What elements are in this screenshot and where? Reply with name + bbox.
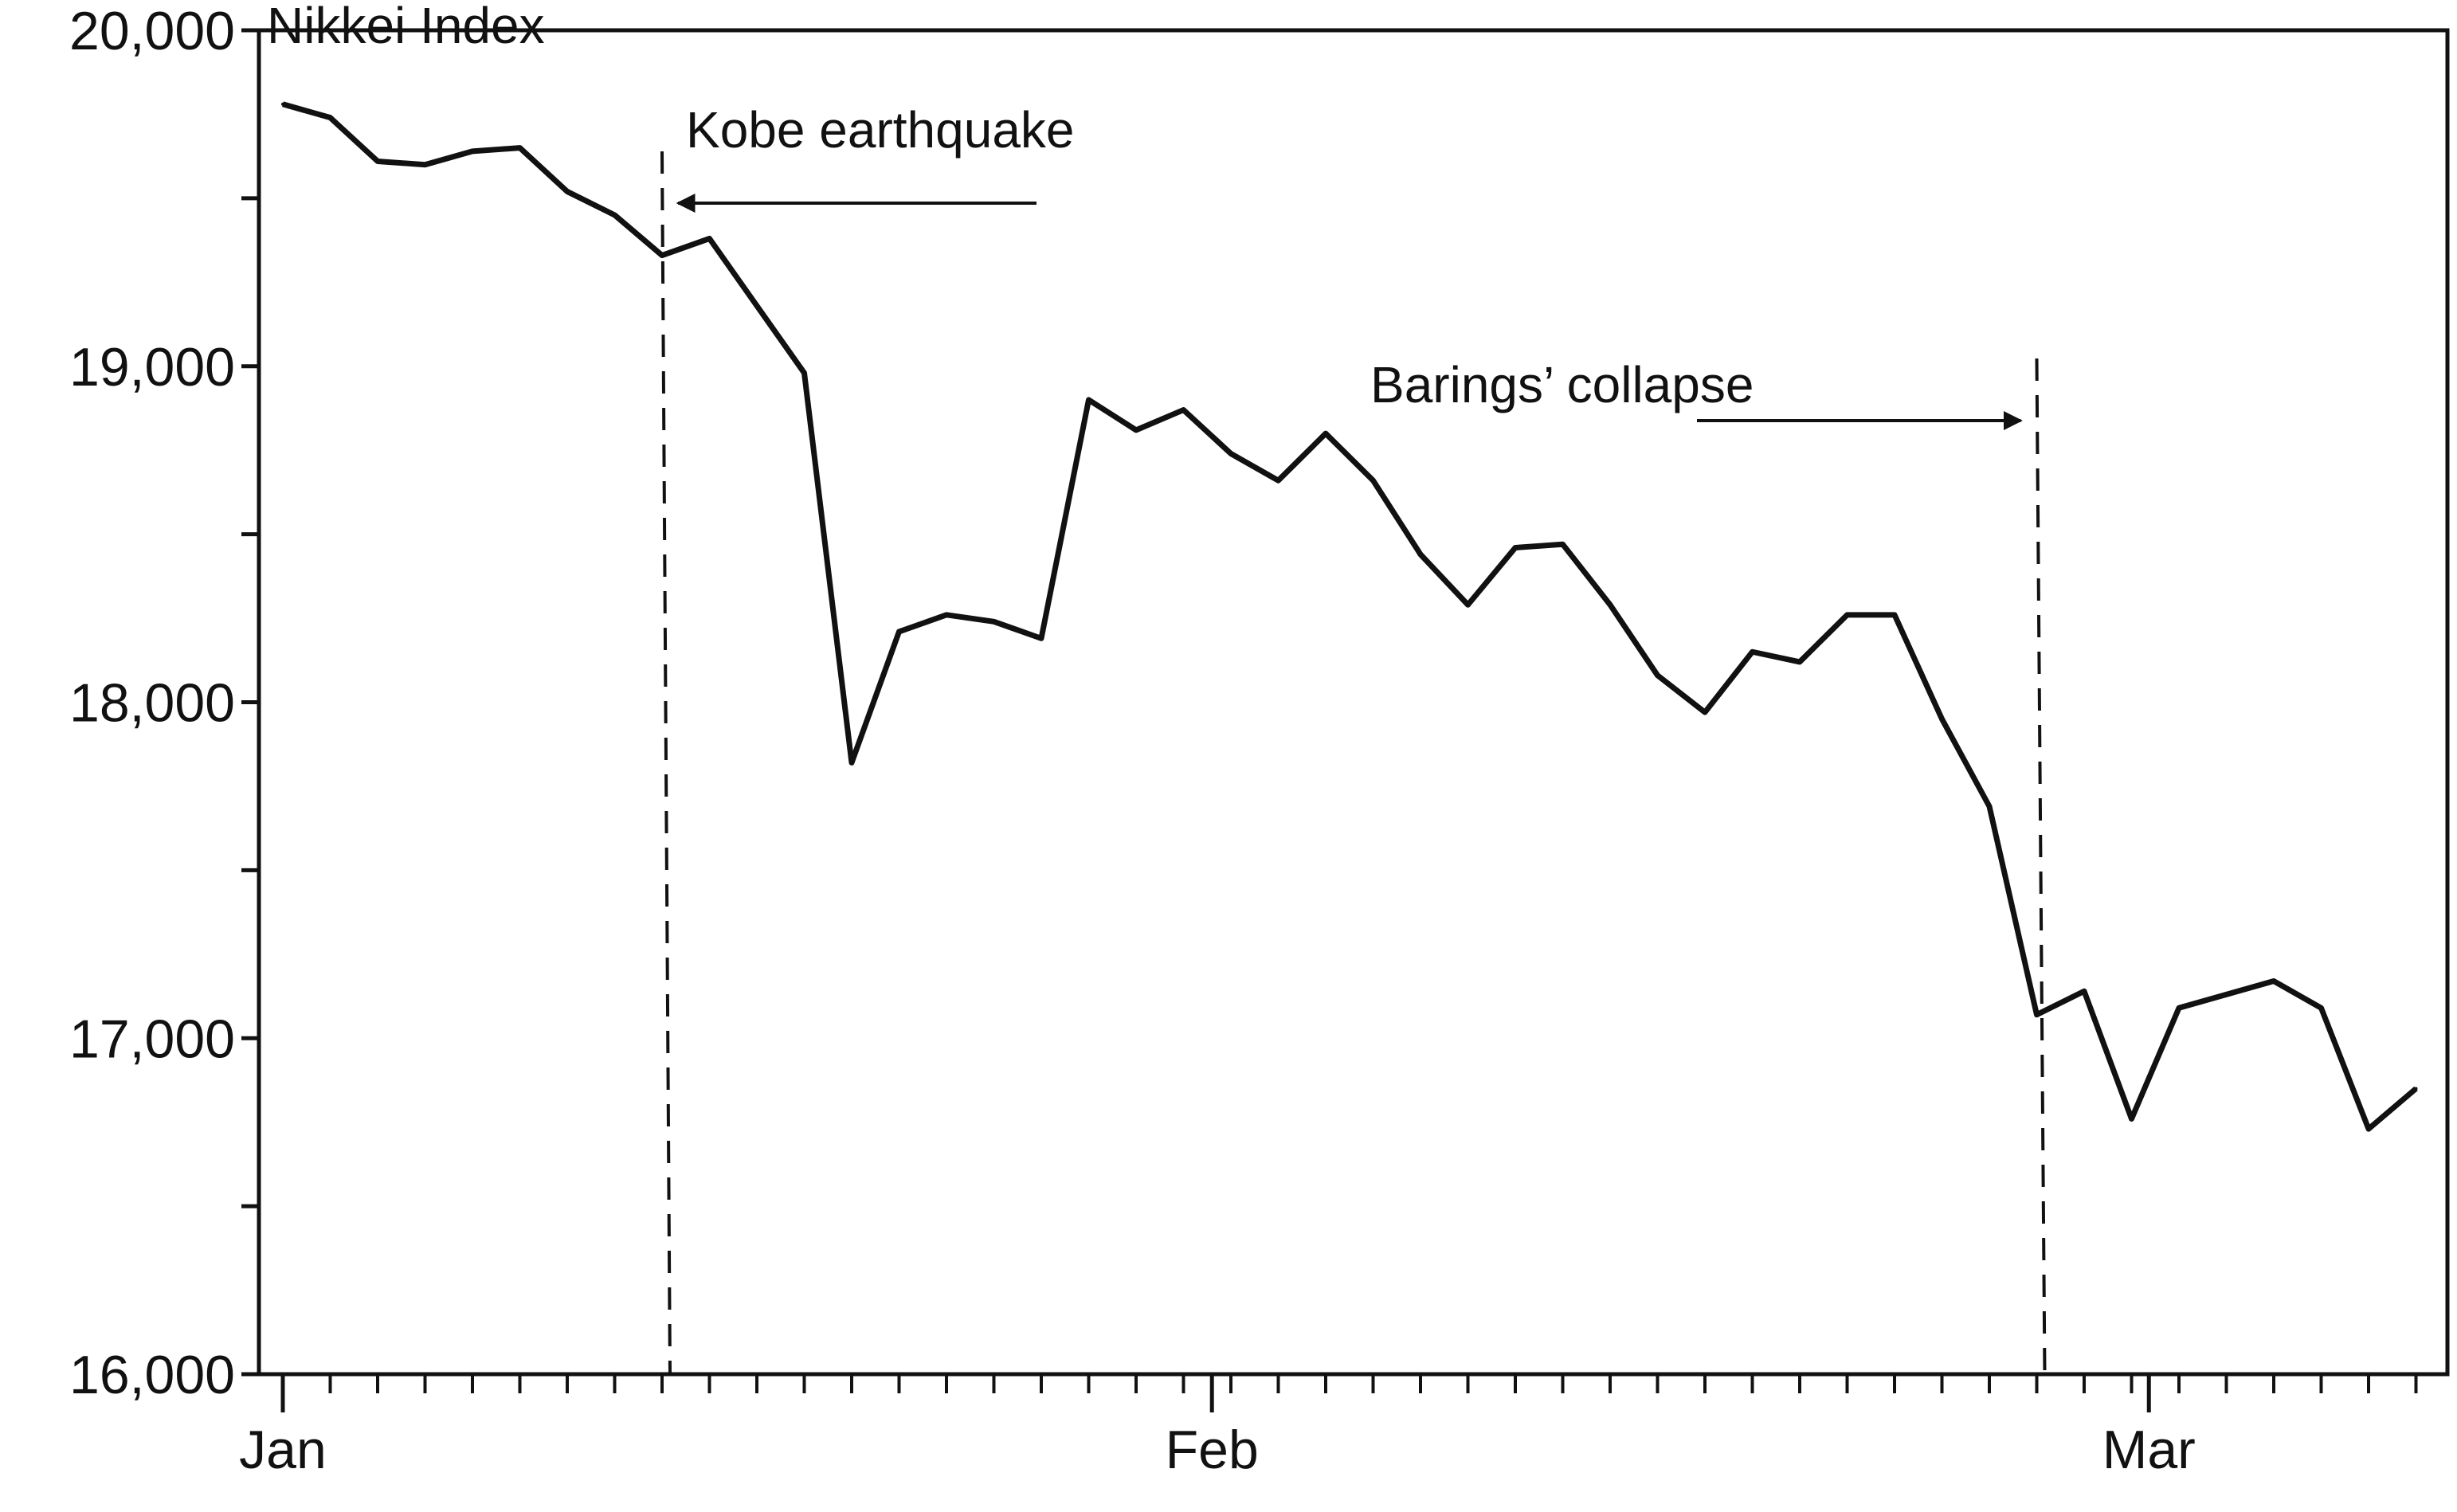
- data-point: [2414, 1087, 2418, 1091]
- y-tick-label: 18,000: [69, 673, 235, 734]
- data-point: [1419, 552, 1422, 556]
- y-tick-label: 19,000: [69, 337, 235, 398]
- data-point: [566, 190, 569, 194]
- data-point: [1514, 546, 1517, 550]
- data-point: [2272, 979, 2275, 983]
- data-point: [1087, 398, 1091, 402]
- data-point: [1703, 711, 1707, 715]
- series-line: [282, 101, 2418, 1132]
- data-point: [897, 629, 901, 633]
- data-point: [1988, 805, 1991, 809]
- data-point: [1229, 452, 1232, 456]
- y-tick-label: 17,000: [69, 1009, 235, 1069]
- x-tick-label: Feb: [1166, 1420, 1259, 1480]
- event-line: [2035, 358, 2047, 1375]
- data-point: [1940, 717, 1944, 721]
- data-point: [1324, 432, 1327, 436]
- y-tick-label: 16,000: [69, 1345, 235, 1405]
- data-point: [755, 304, 758, 307]
- data-point: [281, 102, 284, 106]
- data-point: [945, 613, 948, 617]
- data-point: [613, 213, 617, 217]
- data-point: [471, 149, 474, 153]
- data-point: [1371, 479, 1375, 483]
- data-point: [1466, 603, 1470, 607]
- data-point: [707, 237, 711, 241]
- data-point: [1893, 613, 1896, 617]
- data-point: [1181, 408, 1185, 412]
- data-point: [1750, 650, 1754, 654]
- data-point: [1040, 637, 1043, 640]
- data-point: [328, 116, 332, 119]
- data-point: [2177, 1006, 2181, 1010]
- plot-frame: [257, 28, 2450, 1377]
- data-point: [518, 146, 522, 150]
- event-line: [660, 151, 672, 1375]
- x-tick-label: Mar: [2102, 1420, 2196, 1480]
- data-point: [1276, 479, 1280, 483]
- data-point: [1798, 660, 1801, 664]
- data-point: [2319, 1006, 2323, 1010]
- data-point: [660, 253, 664, 257]
- data-point: [1561, 543, 1565, 546]
- data-point: [2130, 1117, 2134, 1121]
- annotation-label: Kobe earthquake: [686, 101, 1075, 159]
- data-point: [1656, 673, 1660, 677]
- annotation-label: Barings’ collapse: [1370, 356, 1754, 413]
- data-point: [992, 620, 996, 624]
- data-point: [2224, 993, 2228, 997]
- data-point: [1845, 613, 1849, 617]
- data-point: [2035, 1013, 2039, 1016]
- data-point: [376, 159, 379, 163]
- data-point: [2367, 1127, 2370, 1131]
- data-point: [2083, 989, 2086, 993]
- data-point: [1609, 603, 1612, 607]
- x-tick-label: Jan: [239, 1420, 327, 1480]
- data-point: [1134, 428, 1138, 432]
- y-axis-label: Nikkei Index: [267, 0, 545, 54]
- data-point: [802, 371, 806, 375]
- data-point: [423, 163, 427, 166]
- y-tick-label: 20,000: [69, 1, 235, 61]
- data-point: [850, 761, 853, 765]
